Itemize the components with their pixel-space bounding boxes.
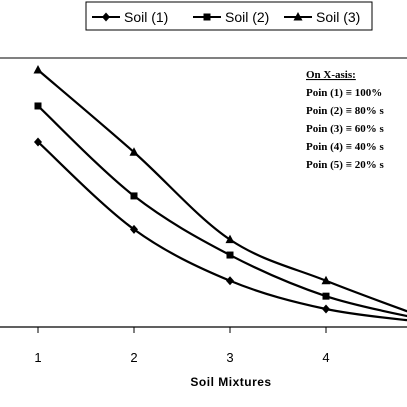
note-line-4: Poin (4) ≡ 40% s — [306, 141, 384, 153]
legend-entry-3: Soil (3) — [284, 9, 360, 25]
x-tick-label-3: 3 — [226, 350, 233, 365]
legend: Soil (1) Soil (2) Soil (3) — [85, 1, 373, 31]
series-2-point-3 — [226, 251, 234, 259]
series-2-point-4 — [322, 292, 330, 300]
legend-label-3: Soil (3) — [316, 9, 360, 25]
x-tick-label-1: 1 — [34, 350, 41, 365]
series-3-point-3 — [225, 234, 235, 244]
x-tick-label-2: 2 — [130, 350, 137, 365]
series-2-line — [37, 105, 407, 318]
series-3 — [33, 65, 407, 313]
legend-marker-1 — [102, 12, 110, 22]
x-axis-label: Soil Mixtures — [190, 375, 271, 389]
legend-marker-2 — [203, 13, 211, 21]
series-3-point-4 — [321, 275, 331, 285]
legend-marker-3 — [293, 12, 303, 21]
series-1-point-1 — [34, 137, 42, 147]
note-line-3: Poin (3) ≡ 60% s — [306, 123, 384, 135]
note-line-1: Poin (1) ≡ 100% — [306, 87, 382, 99]
legend-entry-1: Soil (1) — [92, 9, 168, 25]
legend-label-2: Soil (2) — [225, 9, 269, 25]
legend-box — [85, 1, 373, 31]
x-axis-note: On X-asis: Poin (1) ≡ 100% Poin (2) ≡ 80… — [306, 69, 384, 171]
note-line-2: Poin (2) ≡ 80% s — [306, 105, 384, 117]
series-3-point-2 — [129, 147, 139, 156]
series-3-point-1 — [33, 65, 43, 74]
note-line-5: Poin (5) ≡ 20% s — [306, 159, 384, 171]
series-layer — [33, 65, 407, 322]
series-1-point-4 — [322, 304, 330, 314]
note-title: On X-asis: — [306, 69, 356, 81]
series-1-point-3 — [226, 276, 234, 286]
series-2-point-2 — [130, 192, 138, 200]
legend-label-1: Soil (1) — [124, 9, 168, 25]
series-2 — [34, 102, 407, 318]
legend-entry-2: Soil (2) — [193, 9, 269, 25]
series-1-point-2 — [130, 224, 138, 234]
series-1 — [34, 137, 407, 322]
x-tick-label-4: 4 — [322, 350, 329, 365]
series-2-point-1 — [34, 102, 42, 110]
x-ticks: 1 2 3 4 — [34, 327, 330, 365]
